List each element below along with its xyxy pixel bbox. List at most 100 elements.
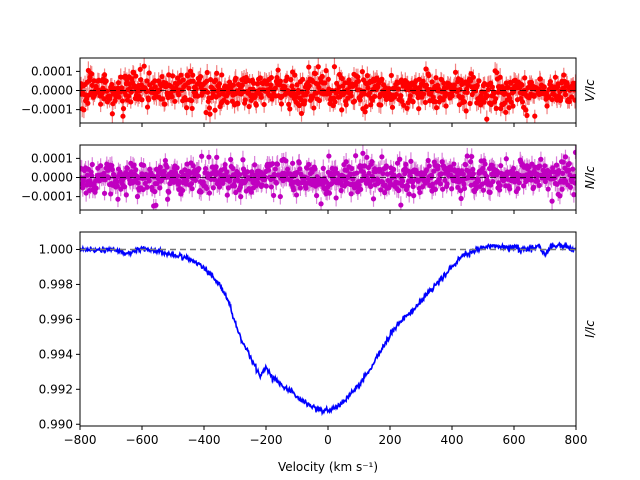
y-axis-label: I/Ic [583, 320, 597, 338]
data-point [484, 93, 490, 99]
data-point [356, 182, 362, 188]
data-point [109, 111, 115, 117]
data-point [359, 69, 365, 75]
data-point [457, 188, 464, 194]
data-point [238, 194, 244, 200]
data-point [278, 101, 285, 107]
data-point [538, 156, 544, 162]
data-point [405, 168, 411, 174]
data-point [84, 172, 90, 178]
data-point [438, 171, 445, 177]
data-point [192, 177, 199, 183]
data-point [284, 166, 291, 172]
data-point [386, 86, 392, 92]
data-point [204, 78, 210, 84]
y-tick-label: 0.992 [39, 382, 73, 396]
data-point [374, 76, 381, 83]
data-point [566, 161, 572, 167]
data-point [510, 103, 516, 109]
data-point [268, 82, 274, 88]
data-point [364, 154, 370, 160]
data-point [506, 105, 512, 111]
data-point [259, 182, 265, 188]
data-point [534, 178, 541, 184]
data-point [461, 181, 467, 187]
data-point [443, 103, 449, 109]
data-point [174, 165, 180, 171]
data-point [202, 165, 209, 172]
data-point [515, 186, 521, 192]
y-tick-label: −0.0001 [21, 103, 73, 117]
x-tick-label: −400 [188, 433, 221, 447]
y-tick-label: 1.000 [39, 242, 73, 256]
data-point [560, 170, 566, 176]
data-point [516, 180, 522, 186]
data-point [416, 106, 422, 112]
data-point [369, 97, 375, 103]
data-point [561, 72, 567, 78]
data-point [347, 171, 353, 177]
data-point [348, 191, 354, 197]
data-point [331, 64, 338, 70]
data-point [423, 82, 430, 88]
data-point [162, 157, 168, 164]
data-point [364, 72, 370, 79]
data-point [524, 112, 530, 119]
data-point [98, 163, 104, 169]
data-point [452, 69, 459, 75]
data-point [157, 164, 163, 170]
data-point [354, 170, 360, 176]
data-point [440, 186, 446, 192]
data-point [431, 168, 437, 174]
data-point [152, 78, 158, 84]
data-point [211, 176, 218, 183]
data-point [187, 68, 194, 74]
data-point [361, 91, 368, 97]
data-point [519, 82, 525, 88]
data-point [439, 159, 445, 165]
data-point [89, 71, 95, 77]
x-tick-label: −600 [126, 433, 159, 447]
data-point [315, 64, 321, 70]
data-point [324, 179, 330, 185]
data-point [258, 94, 264, 100]
data-point [408, 158, 414, 164]
data-point [189, 180, 195, 187]
data-point [466, 170, 473, 176]
data-point [553, 162, 560, 168]
data-point [433, 75, 439, 81]
data-point [224, 169, 230, 175]
data-point [275, 67, 281, 73]
data-point [429, 79, 435, 85]
data-point [380, 170, 386, 177]
data-point [240, 166, 247, 172]
data-point [396, 86, 402, 92]
y-axis-label: V/Ic [583, 79, 597, 102]
data-point [369, 158, 375, 165]
data-point [571, 192, 576, 198]
data-point [189, 98, 195, 104]
data-point [458, 195, 464, 202]
data-point [144, 184, 150, 190]
data-point [182, 167, 188, 173]
data-point [320, 165, 326, 171]
data-point [153, 202, 159, 208]
data-point [361, 163, 368, 169]
data-point [379, 154, 385, 160]
data-point [365, 85, 371, 91]
data-point [230, 165, 236, 171]
data-point [497, 183, 503, 189]
data-point [283, 158, 289, 164]
data-point [474, 82, 480, 89]
data-point [541, 84, 547, 90]
data-point [476, 78, 482, 84]
data-point [401, 102, 407, 108]
data-point [339, 107, 345, 113]
data-point [261, 101, 267, 108]
data-point [165, 196, 171, 202]
data-point [294, 82, 300, 88]
data-point [175, 173, 181, 179]
data-point [318, 201, 324, 207]
data-point [470, 171, 476, 177]
data-point [183, 105, 190, 111]
